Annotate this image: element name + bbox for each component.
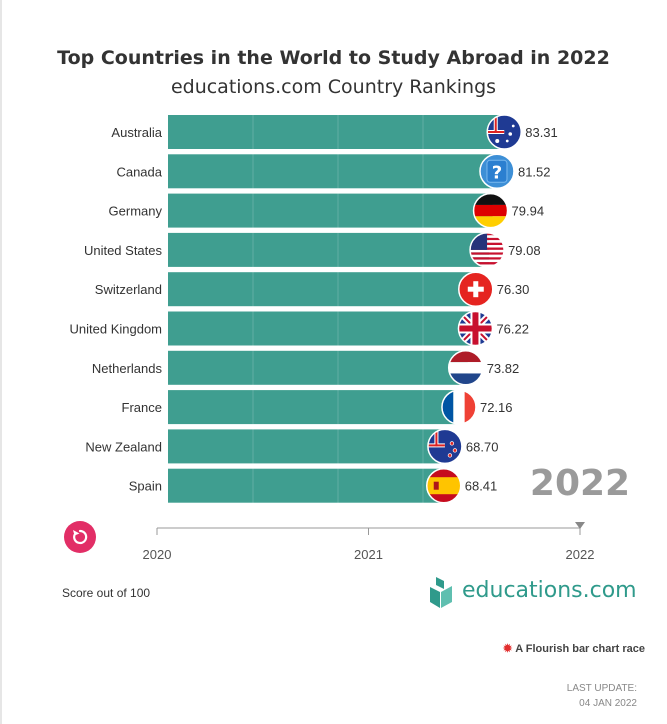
bar — [168, 468, 446, 503]
svg-text:?: ? — [492, 162, 502, 183]
category-label: Spain — [129, 479, 162, 494]
value-label: 68.70 — [466, 439, 499, 454]
replay-icon — [73, 529, 88, 545]
flag-united-kingdom-icon — [457, 310, 494, 347]
category-label: Australia — [111, 125, 162, 140]
last-update-date: 04 JAN 2022 — [579, 698, 637, 709]
timeline-tick-label: 2021 — [354, 547, 383, 562]
timeline-tick-label: 2022 — [566, 547, 595, 562]
flag-new-zealand-icon — [427, 428, 463, 465]
brand-name: educations.com — [462, 578, 637, 603]
bar — [168, 154, 499, 189]
question-mark-icon: ? — [479, 153, 515, 190]
value-label: 83.31 — [525, 125, 558, 140]
category-label: Canada — [116, 164, 162, 179]
bar — [168, 272, 478, 307]
category-label: New Zealand — [85, 439, 162, 454]
value-label: 76.22 — [496, 322, 529, 337]
value-label: 76.30 — [497, 282, 530, 297]
bar — [168, 115, 507, 149]
category-label: Netherlands — [92, 361, 163, 376]
value-label: 73.82 — [487, 361, 520, 376]
replay-button[interactable] — [64, 521, 96, 553]
value-label: 72.16 — [480, 400, 513, 415]
flag-netherlands-icon — [447, 350, 484, 386]
bar — [168, 232, 490, 267]
last-update: LAST UPDATE: 04 JAN 2022 — [567, 681, 637, 711]
flag-switzerland-icon — [458, 271, 494, 307]
timeline-handle[interactable] — [575, 522, 585, 529]
value-label: 81.52 — [518, 164, 551, 179]
category-label: United Kingdom — [70, 322, 163, 337]
bar — [168, 350, 468, 385]
bar — [168, 193, 493, 228]
current-year-label: 2022 — [529, 463, 631, 504]
timeline-tick-label: 2020 — [143, 547, 172, 562]
brand-logo[interactable]: educations.com — [428, 575, 637, 609]
flag-spain-icon — [425, 467, 462, 504]
category-label: Switzerland — [95, 282, 162, 297]
flourish-credit-text: A Flourish bar chart race — [515, 643, 645, 655]
flag-australia-icon — [486, 114, 522, 150]
left-divider — [0, 0, 2, 724]
book-logo-icon — [430, 577, 452, 608]
last-update-label: LAST UPDATE: — [566, 683, 637, 694]
bar — [168, 390, 461, 425]
bar-chart: Australia 83.31 Canada? 81.52 Germany 79.94 Un… — [69, 114, 595, 562]
bar — [168, 311, 478, 346]
value-label: 79.08 — [508, 243, 541, 258]
bar — [168, 429, 447, 464]
category-label: Germany — [109, 204, 163, 219]
flourish-icon: ✹ — [502, 643, 513, 655]
chart-title: Top Countries in the World to Study Abro… — [57, 47, 610, 69]
chart-subtitle: educations.com Country Rankings — [170, 76, 497, 98]
flag-france-icon — [441, 389, 477, 425]
category-label: United States — [84, 243, 163, 258]
flourish-credit-link[interactable]: ✹ A Flourish bar chart race — [503, 642, 645, 655]
flag-united-states-icon — [469, 232, 505, 268]
category-label: France — [122, 400, 162, 415]
value-label: 68.41 — [465, 479, 498, 494]
score-note: Score out of 100 — [62, 586, 151, 600]
flag-germany-icon — [472, 192, 509, 229]
value-label: 79.94 — [512, 204, 545, 219]
